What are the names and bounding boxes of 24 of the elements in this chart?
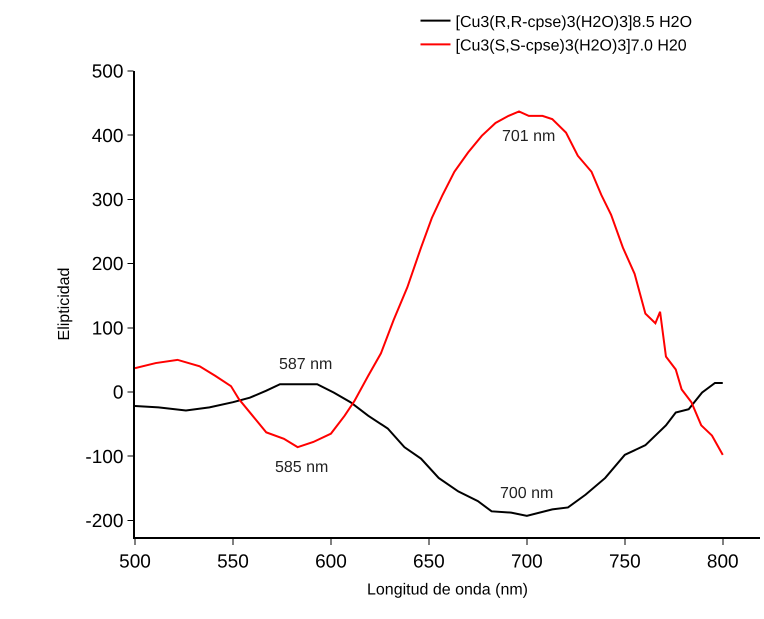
y-tick-label: 200 [92,254,124,276]
x-axis-title: Longitud de onda (nm) [367,582,528,599]
legend-label: [Cu3(S,S-cpse)3(H2O)3]7.0 H20 [456,38,687,55]
y-tick-label: 500 [92,62,124,83]
y-tick-label: 100 [92,318,124,340]
x-tick-label: 750 [608,552,641,573]
x-tick-label: 800 [706,552,739,573]
y-tick-label: 300 [92,190,124,212]
y-tick-label: -200 [85,510,124,532]
annotation: 701 nm [502,128,556,145]
x-tick-label: 600 [315,552,347,573]
x-tick-label: 500 [119,552,151,573]
legend-label: [Cu3(R,R-cpse)3(H2O)3]8.5 H2O [456,14,692,31]
line-series [135,110,724,456]
y-tick-label: 0 [112,382,124,404]
annotation: 585 nm [275,459,328,476]
x-tick-label: 700 [511,552,543,573]
x-tick-label: 650 [413,552,445,573]
annotation: 700 nm [500,485,554,502]
y-axis-title: Elipticidad [56,268,73,340]
annotation: 587 nm [279,356,332,373]
y-tick-label: -100 [85,446,124,468]
x-tick-label: 550 [217,552,249,573]
y-tick-label: 400 [92,126,124,147]
